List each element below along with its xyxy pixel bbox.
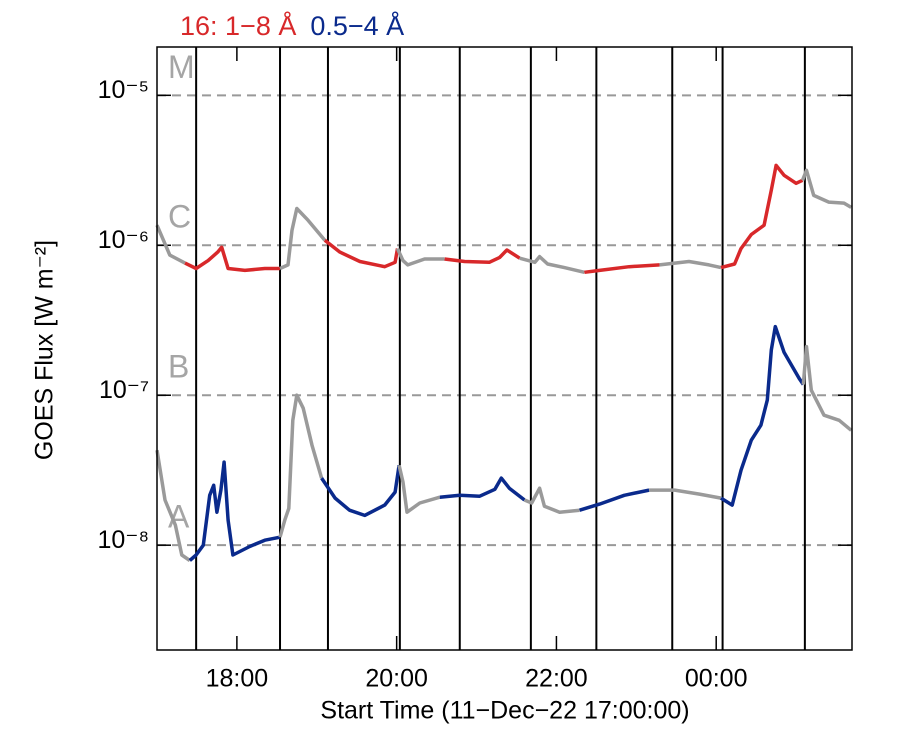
flare-class-label: C	[168, 199, 191, 235]
legend-entry: 0.5−4 Å	[310, 10, 404, 41]
flare-class-label: M	[168, 49, 195, 85]
flux-line	[188, 460, 281, 562]
flux-line	[649, 488, 722, 500]
plot-frame	[156, 46, 853, 651]
flux-line	[519, 254, 585, 275]
flux-line	[579, 488, 650, 512]
flare-class-label: B	[168, 349, 189, 385]
flux-line	[155, 224, 186, 265]
y-axis-label: GOES Flux [W m⁻²]	[31, 240, 59, 460]
flux-line	[320, 465, 401, 518]
flux-line	[155, 449, 191, 562]
flux-line	[397, 464, 441, 514]
y-tick-label: 10⁻⁶	[98, 226, 149, 254]
flux-line	[584, 263, 660, 275]
x-tick-label: 00:00	[685, 665, 748, 693]
flux-line	[720, 324, 805, 507]
x-tick-label: 22:00	[525, 665, 588, 693]
flux-line	[278, 393, 324, 538]
flux-line	[444, 248, 521, 265]
legend-entry: 16: 1−8 Å	[180, 10, 296, 41]
flux-line	[801, 344, 853, 432]
y-tick-label: 10⁻⁷	[99, 376, 149, 404]
flare-class-label: A	[168, 499, 190, 535]
flux-line	[439, 476, 526, 502]
flux-line	[720, 163, 804, 270]
flux-line	[279, 206, 327, 271]
x-tick-label: 18:00	[206, 665, 269, 693]
x-axis-label: Start Time (11−Dec−22 17:00:00)	[320, 697, 689, 725]
y-tick-label: 10⁻⁵	[98, 76, 149, 104]
flux-line	[523, 486, 580, 514]
flux-line	[323, 238, 400, 269]
flux-line	[184, 245, 280, 273]
y-tick-label: 10⁻⁸	[97, 526, 149, 554]
flux-line	[395, 247, 445, 267]
flux-line	[659, 259, 722, 270]
x-tick-label: 20:00	[365, 665, 428, 693]
flux-line	[800, 168, 853, 209]
